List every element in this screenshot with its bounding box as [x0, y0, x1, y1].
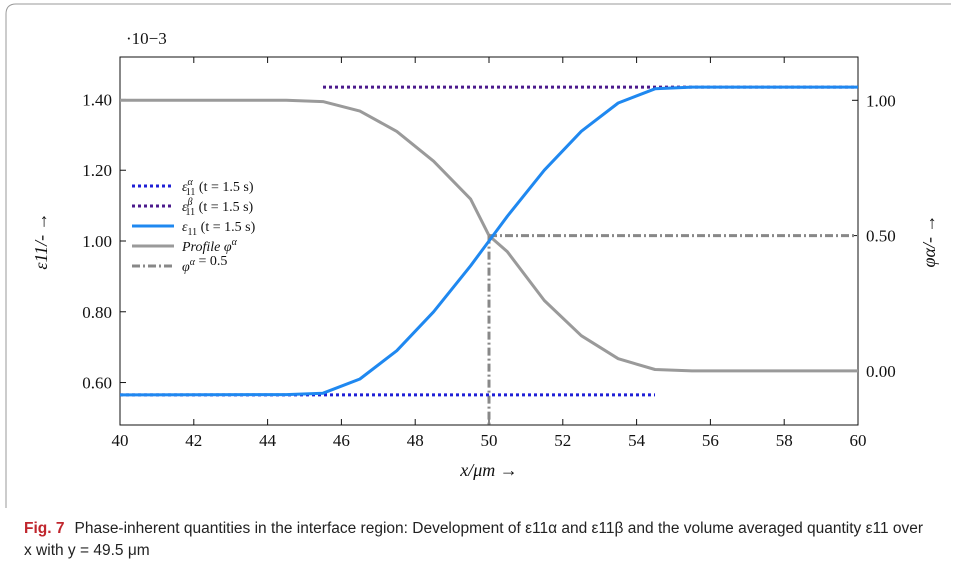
chart: 40 42 44 46 48 50 52 54 56 58 60 0.60 0.80 1.00 1.20 1.…	[5, 3, 951, 508]
x-tick-label: 40	[112, 431, 129, 450]
x-tick-label: 60	[850, 431, 867, 450]
x-tick-label: 48	[407, 431, 424, 450]
caption-label: Fig. 7	[24, 520, 65, 537]
x-tick-label: 46	[333, 431, 350, 450]
caption-text: Phase-inherent quantities in the interfa…	[24, 520, 924, 559]
series-lines	[119, 85, 858, 425]
legend-label: φα = 0.5	[182, 254, 227, 275]
x-tick-label: 44	[259, 431, 277, 450]
y-right-axis-title: φα/- →	[919, 215, 939, 268]
y-right-tick-label: 0.50	[866, 227, 896, 246]
figure-caption: Fig. 7 Phase-inherent quantities in the i…	[24, 518, 924, 562]
y-right-tick-label: 1.00	[866, 91, 896, 110]
legend: εα 11 (t = 1.5 s)εβ 11 (t = 1.5 s) ε11 (t =…	[132, 177, 256, 275]
x-tick-label: 56	[702, 431, 719, 450]
x-tick-label: 58	[776, 431, 793, 450]
y-left-axis-title: ε11/- →	[31, 212, 51, 269]
tick-labels: 40 42 44 46 48 50 52 54 56 58 60 0.60 0.80 1.00 1.20 1.…	[82, 90, 896, 450]
figure-border	[5, 3, 951, 508]
y-left-exponent: ·10−3	[126, 29, 167, 48]
series-line	[119, 85, 858, 397]
y-left-tick-label: 0.60	[82, 374, 112, 393]
x-tick-label: 50	[481, 431, 498, 450]
x-tick-label: 42	[185, 431, 202, 450]
legend-label: εα 11 (t = 1.5 s)	[182, 177, 254, 198]
x-tick-label: 54	[628, 431, 646, 450]
y-right-tick-label: 0.00	[866, 362, 896, 381]
y-left-tick-label: 1.20	[82, 161, 112, 180]
y-left-tick-label: 1.00	[82, 232, 112, 251]
y-left-tick-label: 1.40	[82, 90, 112, 109]
legend-label: εβ 11 (t = 1.5 s)	[182, 197, 254, 218]
x-tick-label: 52	[554, 431, 571, 450]
x-axis-title: x/μm →	[459, 460, 518, 480]
y-left-tick-label: 0.80	[82, 303, 112, 322]
legend-label: ε11 (t = 1.5 s)	[182, 220, 256, 238]
legend-label: Profile φα	[181, 237, 238, 255]
